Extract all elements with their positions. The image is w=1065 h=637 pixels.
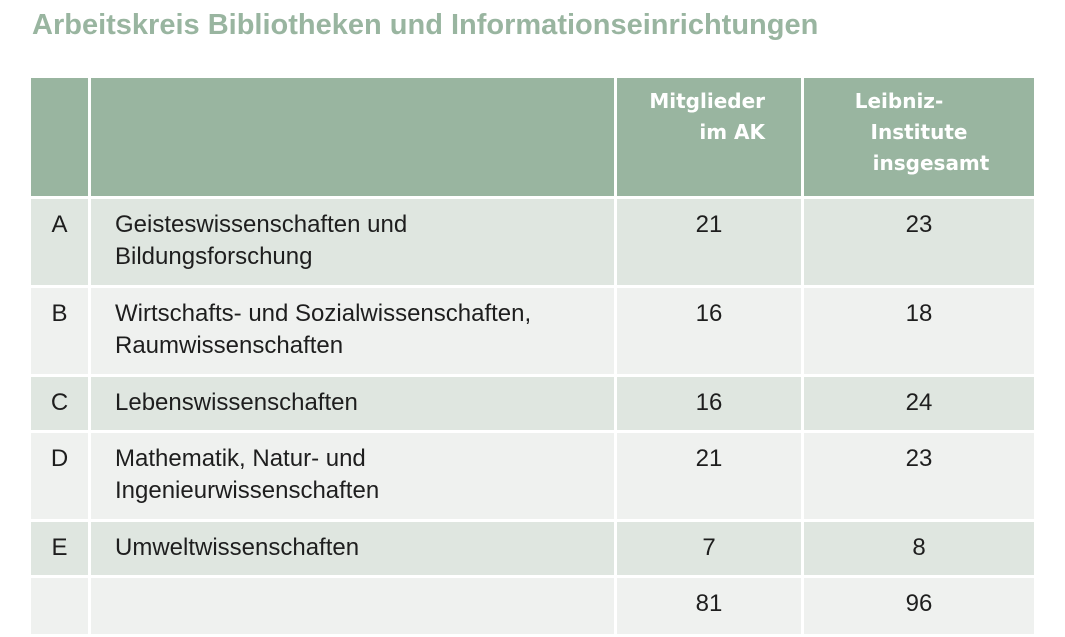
table-row: B Wirtschafts- und Sozialwissenschaften,… — [28, 285, 1037, 377]
row-institutes: 8 — [801, 519, 1037, 578]
header-members-line-1: Mitglieder — [649, 89, 765, 113]
row-institutes: 23 — [801, 196, 1037, 288]
total-row: 81 96 — [28, 575, 1037, 637]
table-header-row: Mitglieder im AK Leibniz- Institute insg… — [28, 75, 1037, 199]
table-row: A Geisteswissenschaften und Bildungsfors… — [28, 196, 1037, 288]
row-members: 21 — [614, 196, 804, 288]
row-name-line-1: Geisteswissenschaften und — [115, 211, 408, 238]
row-name-line-2: Ingenieurwissenschaften — [115, 477, 380, 504]
row-members: 16 — [614, 285, 804, 377]
row-name-line-1: Mathematik, Natur- und — [115, 445, 366, 472]
row-key: A — [28, 196, 91, 288]
row-name: Wirtschafts- und Sozialwissenschaften, R… — [88, 285, 617, 377]
row-name-line-2: Bildungsforschung — [115, 243, 313, 270]
header-members-cell: Mitglieder im AK — [614, 75, 804, 199]
row-name: Mathematik, Natur- und Ingenieurwissensc… — [88, 430, 617, 522]
total-institutes: 96 — [801, 575, 1037, 637]
row-name: Umweltwissenschaften — [88, 519, 617, 578]
header-institutes-line-2: Institute — [870, 120, 968, 144]
header-members-line-2: im AK — [699, 120, 765, 144]
table-row: D Mathematik, Natur- und Ingenieurwissen… — [28, 430, 1037, 522]
row-institutes: 24 — [801, 374, 1037, 433]
total-key — [28, 575, 91, 637]
row-institutes: 18 — [801, 285, 1037, 377]
header-key-cell — [28, 75, 91, 199]
header-institutes-line-1: Leibniz- — [854, 89, 944, 113]
header-section-cell — [88, 75, 617, 199]
row-name: Geisteswissenschaften und Bildungsforsch… — [88, 196, 617, 288]
table-row: E Umweltwissenschaften 7 8 — [28, 519, 1037, 578]
row-key: C — [28, 374, 91, 433]
total-name — [88, 575, 617, 637]
row-name: Lebenswissenschaften — [88, 374, 617, 433]
header-institutes-cell: Leibniz- Institute insgesamt — [801, 75, 1037, 199]
row-members: 16 — [614, 374, 804, 433]
row-key: E — [28, 519, 91, 578]
row-institutes: 23 — [801, 430, 1037, 522]
row-key: D — [28, 430, 91, 522]
row-key: B — [28, 285, 91, 377]
row-members: 21 — [614, 430, 804, 522]
row-name-line-1: Lebenswissenschaften — [115, 389, 358, 416]
total-members: 81 — [614, 575, 804, 637]
membership-table: Mitglieder im AK Leibniz- Institute insg… — [28, 75, 1037, 637]
row-members: 7 — [614, 519, 804, 578]
row-name-line-2: Raumwissenschaften — [115, 332, 344, 359]
row-name-line-1: Wirtschafts- und Sozialwissenschaften, — [115, 300, 532, 327]
table-row: C Lebenswissenschaften 16 24 — [28, 374, 1037, 433]
page-title: Arbeitskreis Bibliotheken und Informatio… — [32, 9, 819, 41]
header-institutes-line-3: insgesamt — [872, 151, 990, 175]
row-name-line-1: Umweltwissenschaften — [115, 534, 360, 561]
